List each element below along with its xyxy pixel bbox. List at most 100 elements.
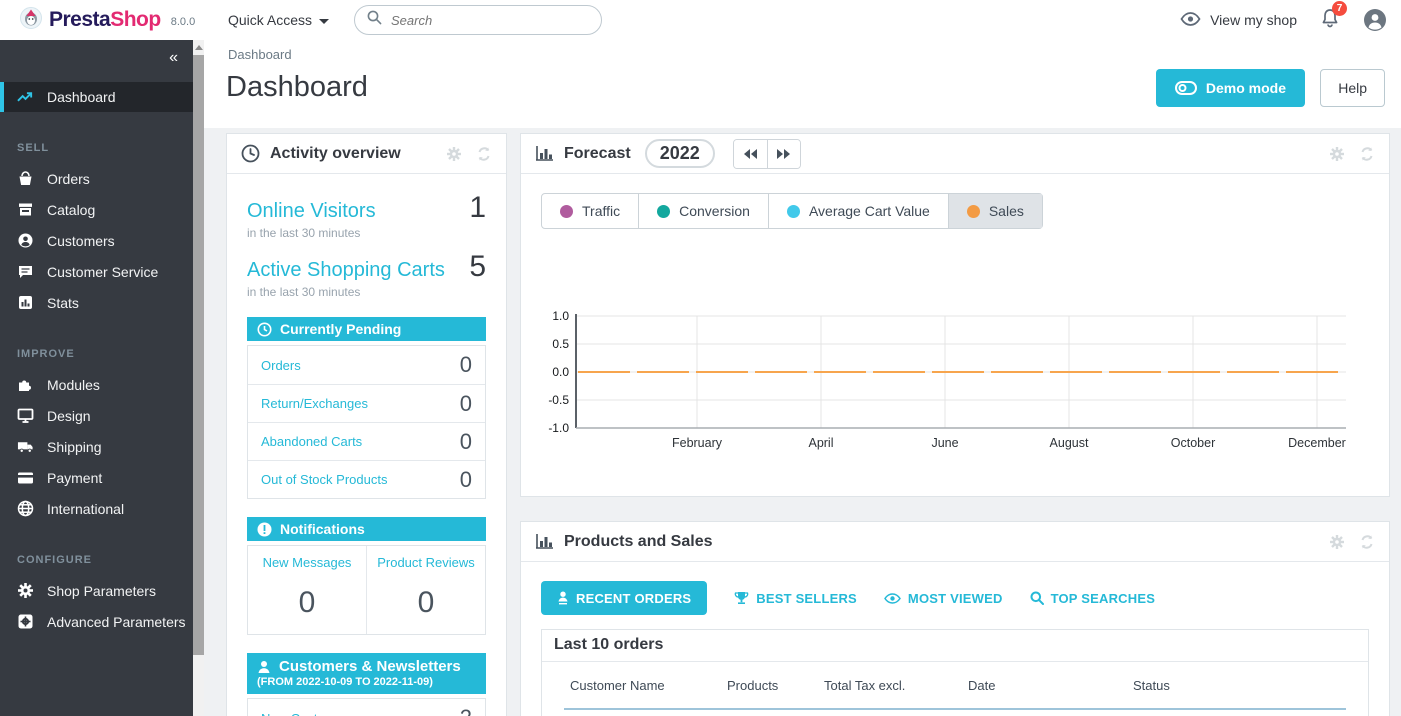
sidebar-item-payment[interactable]: Payment xyxy=(0,462,193,493)
sidebar-item-dashboard[interactable]: Dashboard xyxy=(0,82,193,112)
activity-overview-panel: Activity overview Online Visitors 1 in t… xyxy=(226,133,507,716)
sidebar-item-stats[interactable]: Stats xyxy=(0,287,193,318)
topbar-right: View my shop 7 xyxy=(1180,0,1387,40)
sidebar-item-catalog[interactable]: Catalog xyxy=(0,194,193,225)
sidebar-scrollbar[interactable] xyxy=(193,40,204,716)
customers-newsletters-header: Customers & Newsletters (FROM 2022-10-09… xyxy=(247,653,486,694)
active-carts-link[interactable]: Active Shopping Carts xyxy=(247,259,445,282)
exclamation-circle-icon xyxy=(257,522,272,537)
credit-card-icon xyxy=(17,469,34,486)
trophy-icon xyxy=(734,591,749,605)
tab-most-viewed[interactable]: MOST VIEWED xyxy=(884,591,1003,606)
pending-abandoned-carts-row[interactable]: Abandoned Carts 0 xyxy=(248,422,485,460)
puzzle-icon xyxy=(17,376,34,393)
refresh-icon[interactable] xyxy=(1359,146,1375,162)
col-total-tax-excl: Total Tax excl. xyxy=(824,678,968,693)
forecast-chart: 1.00.50.0-0.5-1.0FebruaryAprilJuneAugust… xyxy=(521,301,1389,466)
chat-bubble-icon xyxy=(17,263,34,280)
search-icon xyxy=(367,10,382,30)
products-panel-controls xyxy=(1329,534,1375,550)
tab-traffic[interactable]: Traffic xyxy=(542,194,638,228)
online-visitors-link[interactable]: Online Visitors xyxy=(247,200,376,223)
svg-text:April: April xyxy=(808,436,833,450)
tab-average-cart-value[interactable]: Average Cart Value xyxy=(768,194,948,228)
pending-orders-row[interactable]: Orders 0 xyxy=(248,346,485,384)
sidebar-collapse-button[interactable]: « xyxy=(0,40,193,74)
svg-text:February: February xyxy=(672,436,723,450)
refresh-icon[interactable] xyxy=(476,146,492,162)
col-customer-name: Customer Name xyxy=(570,678,727,693)
sidebar: « Dashboard SELL Orders Catalog Customer… xyxy=(0,40,193,716)
sidebar-item-design[interactable]: Design xyxy=(0,400,193,431)
tab-best-sellers[interactable]: BEST SELLERS xyxy=(734,591,857,606)
sidebar-item-modules[interactable]: Modules xyxy=(0,369,193,400)
sidebar-item-international[interactable]: International xyxy=(0,493,193,524)
person-icon xyxy=(257,660,271,674)
version-label: 8.0.0 xyxy=(171,16,195,28)
activity-panel-title: Activity overview xyxy=(270,145,401,163)
logo-wordmark: PrestaShop xyxy=(49,8,161,32)
product-reviews-cell[interactable]: Product Reviews 0 xyxy=(366,546,485,634)
trending-up-icon xyxy=(17,89,34,106)
sidebar-item-advanced-parameters[interactable]: Advanced Parameters xyxy=(0,606,193,637)
sidebar-item-shop-parameters[interactable]: Shop Parameters xyxy=(0,575,193,606)
new-customers-row[interactable]: New Customers 2 xyxy=(248,699,485,716)
toggle-icon xyxy=(1175,81,1197,95)
eye-icon xyxy=(1180,12,1201,29)
gear-icon xyxy=(17,582,34,599)
person-bust-icon xyxy=(557,591,569,605)
pending-out-of-stock-row[interactable]: Out of Stock Products 0 xyxy=(248,460,485,498)
bar-chart-icon xyxy=(17,294,34,311)
last-orders-title: Last 10 orders xyxy=(542,630,1368,662)
forecast-title: Forecast xyxy=(564,145,631,163)
order-row xyxy=(542,710,1368,716)
svg-text:0.0: 0.0 xyxy=(552,365,569,379)
prestashop-mascot-icon xyxy=(20,7,42,34)
search-input[interactable] xyxy=(391,13,561,28)
active-carts-metric: Active Shopping Carts 5 in the last 30 m… xyxy=(227,250,506,299)
sidebar-item-customers[interactable]: Customers xyxy=(0,225,193,256)
sales-dot-icon xyxy=(967,205,980,218)
page-title: Dashboard xyxy=(226,71,368,104)
scrollbar-thumb[interactable] xyxy=(193,55,204,655)
forecast-year: 2022 xyxy=(645,139,715,168)
sidebar-item-shipping[interactable]: Shipping xyxy=(0,431,193,462)
forecast-year-nav xyxy=(733,139,801,169)
next-year-button[interactable] xyxy=(767,140,800,168)
search-icon xyxy=(1030,591,1044,605)
view-my-shop-link[interactable]: View my shop xyxy=(1180,12,1297,29)
search-box[interactable] xyxy=(354,5,602,35)
prestashop-logo[interactable]: PrestaShop 8.0.0 xyxy=(20,0,195,40)
customers-newsletters-box: New Customers 2 New Subscriptions 0 xyxy=(247,698,486,716)
truck-icon xyxy=(17,438,34,455)
forecast-panel-controls xyxy=(1329,146,1375,162)
user-avatar[interactable] xyxy=(1363,8,1387,32)
conversion-dot-icon xyxy=(657,205,670,218)
notifications-bell[interactable]: 7 xyxy=(1321,8,1339,33)
forecast-panel: Forecast 2022 T xyxy=(520,133,1390,497)
help-button[interactable]: Help xyxy=(1320,69,1385,107)
pending-returns-row[interactable]: Return/Exchanges 0 xyxy=(248,384,485,422)
tab-sales[interactable]: Sales xyxy=(948,194,1042,228)
col-status: Status xyxy=(1133,678,1346,693)
demo-mode-button[interactable]: Demo mode xyxy=(1156,69,1305,107)
notifications-header: Notifications xyxy=(247,517,486,541)
settings-gear-icon[interactable] xyxy=(1329,146,1345,162)
tab-top-searches[interactable]: TOP SEARCHES xyxy=(1030,591,1156,606)
activity-panel-controls xyxy=(446,146,492,162)
sidebar-item-customer-service[interactable]: Customer Service xyxy=(0,256,193,287)
settings-gear-icon[interactable] xyxy=(446,146,462,162)
settings-gear-icon[interactable] xyxy=(1329,534,1345,550)
tab-recent-orders[interactable]: RECENT ORDERS xyxy=(541,581,707,615)
new-messages-cell[interactable]: New Messages 0 xyxy=(248,546,366,634)
scroll-up-arrow[interactable] xyxy=(193,40,204,54)
quick-access-menu[interactable]: Quick Access xyxy=(228,0,329,40)
monitor-icon xyxy=(17,407,34,424)
products-panel-header: Products and Sales xyxy=(521,522,1389,562)
sidebar-item-orders[interactable]: Orders xyxy=(0,163,193,194)
refresh-icon[interactable] xyxy=(1359,534,1375,550)
tab-conversion[interactable]: Conversion xyxy=(638,194,768,228)
store-icon xyxy=(17,201,34,218)
previous-year-button[interactable] xyxy=(734,140,767,168)
currently-pending-header: Currently Pending xyxy=(247,317,486,341)
